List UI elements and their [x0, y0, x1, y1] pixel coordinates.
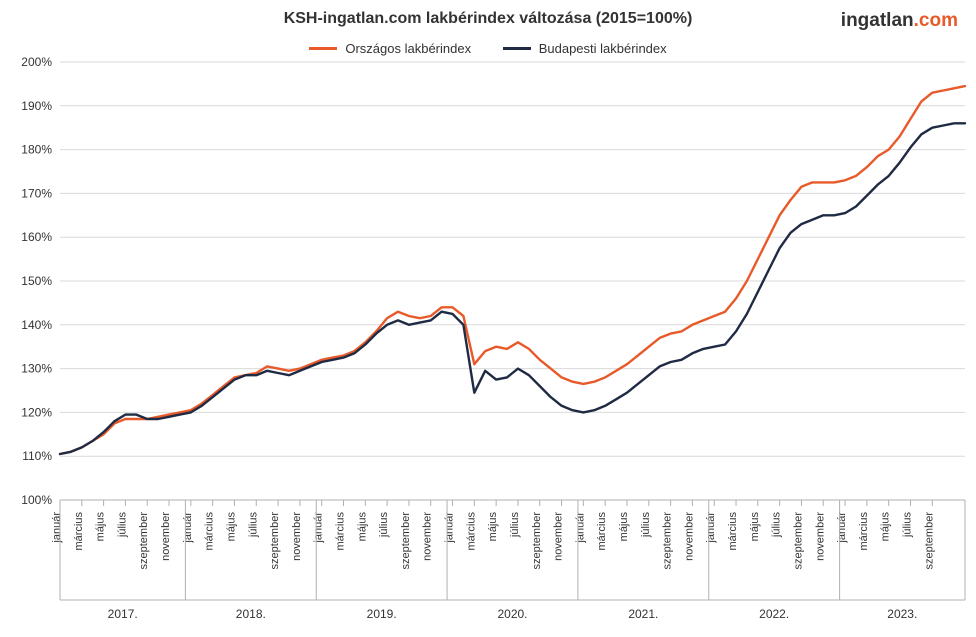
svg-text:május: május: [487, 512, 499, 542]
svg-text:szeptember: szeptember: [138, 512, 150, 570]
svg-text:május: május: [618, 512, 630, 542]
legend-swatch-1: [503, 47, 531, 50]
svg-text:2020.: 2020.: [497, 607, 527, 621]
svg-text:március: március: [858, 512, 870, 551]
legend-swatch-0: [309, 47, 337, 50]
svg-text:120%: 120%: [21, 405, 52, 419]
svg-text:szeptember: szeptember: [923, 512, 935, 570]
svg-text:szeptember: szeptember: [269, 512, 281, 570]
svg-text:március: március: [334, 512, 346, 551]
chart-container: KSH-ingatlan.com lakbérindex változása (…: [0, 0, 976, 637]
svg-text:július: július: [116, 512, 128, 539]
svg-text:november: november: [814, 512, 826, 561]
svg-text:130%: 130%: [21, 362, 52, 376]
svg-text:július: július: [509, 512, 521, 539]
svg-text:január: január: [444, 512, 456, 544]
svg-text:november: november: [160, 512, 172, 561]
line-chart: 100% 110% 120% 130% 140% 150% 160% 170% 180% 190%…: [0, 0, 976, 637]
svg-text:2018.: 2018.: [236, 607, 266, 621]
svg-text:május: május: [749, 512, 761, 542]
svg-text:március: március: [596, 512, 608, 551]
svg-text:május: május: [356, 512, 368, 542]
legend-label: Budapesti lakbérindex: [539, 41, 667, 56]
svg-text:100%: 100%: [21, 493, 52, 507]
svg-text:január: január: [705, 512, 717, 544]
brand-part2: .com: [914, 10, 958, 31]
svg-text:január: január: [313, 512, 325, 544]
svg-text:március: március: [204, 512, 216, 551]
svg-text:november: november: [291, 512, 303, 561]
svg-text:szeptember: szeptember: [400, 512, 412, 570]
legend: Országos lakbérindex Budapesti lakbérind…: [0, 38, 976, 56]
svg-text:január: január: [51, 512, 63, 544]
legend-item: Országos lakbérindex: [309, 41, 471, 56]
svg-text:május: május: [95, 512, 107, 542]
svg-text:2023.: 2023.: [887, 607, 917, 621]
svg-text:november: november: [683, 512, 695, 561]
svg-text:2019.: 2019.: [367, 607, 397, 621]
svg-text:január: január: [574, 512, 586, 544]
svg-text:január: január: [182, 512, 194, 544]
svg-text:2017.: 2017.: [108, 607, 138, 621]
svg-text:május: május: [880, 512, 892, 542]
svg-text:2022.: 2022.: [759, 607, 789, 621]
svg-text:szeptember: szeptember: [662, 512, 674, 570]
legend-item: Budapesti lakbérindex: [503, 41, 667, 56]
svg-text:200%: 200%: [21, 55, 52, 69]
svg-text:140%: 140%: [21, 318, 52, 332]
svg-text:július: július: [901, 512, 913, 539]
svg-text:július: július: [640, 512, 652, 539]
svg-text:180%: 180%: [21, 143, 52, 157]
svg-text:március: március: [465, 512, 477, 551]
svg-text:170%: 170%: [21, 186, 52, 200]
legend-label: Országos lakbérindex: [345, 41, 471, 56]
svg-text:március: március: [727, 512, 739, 551]
svg-text:január: január: [836, 512, 848, 544]
svg-text:március: március: [73, 512, 85, 551]
svg-text:július: július: [378, 512, 390, 539]
svg-text:november: november: [553, 512, 565, 561]
svg-text:110%: 110%: [22, 449, 52, 463]
svg-text:november: november: [422, 512, 434, 561]
svg-text:150%: 150%: [21, 274, 52, 288]
svg-text:190%: 190%: [21, 99, 52, 113]
chart-title: KSH-ingatlan.com lakbérindex változása (…: [0, 10, 976, 28]
svg-text:szeptember: szeptember: [531, 512, 543, 570]
brand-part1: ingatlan: [841, 10, 914, 31]
brand-logo: ingatlan.com: [841, 10, 958, 32]
svg-text:július: július: [247, 512, 259, 539]
svg-text:szeptember: szeptember: [792, 512, 804, 570]
svg-text:2021.: 2021.: [628, 607, 658, 621]
svg-text:július: július: [771, 512, 783, 539]
svg-text:160%: 160%: [21, 230, 52, 244]
svg-text:május: május: [225, 512, 237, 542]
